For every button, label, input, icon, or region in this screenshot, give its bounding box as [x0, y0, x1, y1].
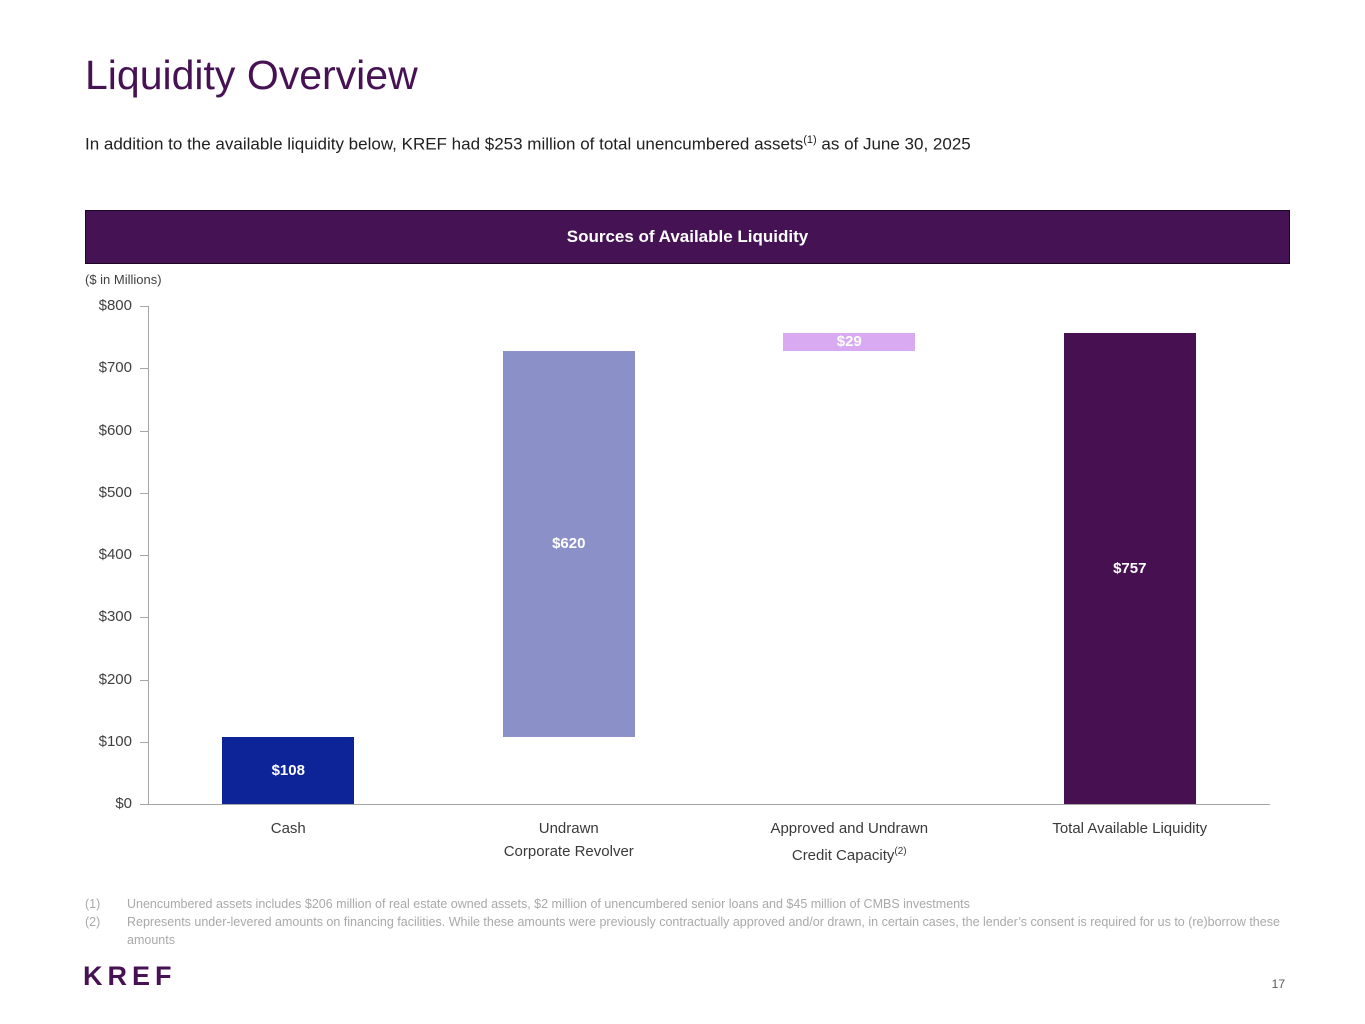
footnote-1: (1) Unencumbered assets includes $206 mi…: [85, 895, 1285, 913]
y-axis-label: $100: [98, 732, 132, 750]
y-axis-line: [148, 306, 149, 804]
kref-logo: KREF: [83, 961, 177, 991]
subtitle-date-text: as of June 30, 2025: [816, 134, 971, 154]
y-axis-label: $600: [98, 421, 132, 439]
chart-title: Sources of Available Liquidity: [566, 227, 809, 246]
y-axis-label: $700: [98, 359, 132, 377]
y-axis-tick: [140, 306, 148, 307]
y-axis-tick: [140, 679, 148, 681]
y-axis-label: $0: [115, 795, 132, 812]
category-label-line: Approved and Undrawn: [770, 820, 929, 837]
page-title: Liquidity Overview: [85, 52, 418, 98]
footnotes: (1) Unencumbered assets includes $206 mi…: [85, 895, 1285, 949]
subtitle-footnote-ref: (1): [803, 134, 817, 146]
y-axis-tick: [140, 492, 148, 494]
category-label-line: Credit Capacity(2): [791, 846, 907, 864]
category-label-line: Cash: [270, 820, 306, 837]
footnote-text: Unencumbered assets includes $206 millio…: [127, 897, 970, 911]
bar-value-label: $29: [836, 333, 862, 351]
bar-value-label: $757: [1113, 559, 1147, 577]
y-axis-label: $200: [98, 670, 132, 688]
y-axis-label: $300: [98, 608, 132, 626]
y-axis-tick: [140, 555, 148, 556]
x-axis-line: [148, 804, 1270, 805]
y-axis-tick: [140, 430, 148, 432]
category-footnote-ref: (2): [894, 846, 907, 857]
units-label: ($ in Millions): [85, 272, 162, 287]
y-axis-tick: [140, 617, 148, 619]
y-axis-label: $500: [98, 483, 132, 501]
chart-bar: $620: [502, 350, 635, 737]
y-axis-label: $800: [98, 297, 132, 314]
y-axis-tick: [140, 368, 148, 370]
page-number: 17: [1271, 977, 1285, 991]
y-axis-label: $400: [98, 546, 132, 563]
category-label: Cash: [148, 817, 429, 840]
footnote-marker: (1): [85, 897, 101, 911]
category-label: Total Available Liquidity: [990, 817, 1271, 840]
footnote-marker: (2): [85, 915, 101, 929]
subtitle-text: In addition to the available liquidity b…: [85, 134, 804, 154]
category-label: Undrawn Corporate Revolver: [429, 817, 710, 863]
y-axis-tick: [140, 741, 148, 743]
bar-value-label: $620: [552, 535, 586, 553]
footnote-text: Represents under-levered amounts on fina…: [127, 915, 1280, 947]
chart-bar: $29: [783, 332, 916, 351]
category-label-line: Corporate Revolver: [503, 843, 634, 860]
footnote-2: (2) Represents under-levered amounts on …: [85, 913, 1285, 949]
chart-bar: $757: [1063, 332, 1196, 804]
category-label: Approved and Undrawn Credit Capacity(2): [709, 817, 990, 867]
slide-subtitle: In addition to the available liquidity b…: [85, 134, 1285, 155]
chart-title-banner: Sources of Available Liquidity: [85, 210, 1290, 264]
chart-bar: $108: [222, 736, 355, 804]
category-label-line: Undrawn: [538, 820, 599, 837]
category-label-line: Total Available Liquidity: [1052, 820, 1208, 837]
y-axis-tick: [140, 804, 148, 805]
bar-value-label: $108: [271, 761, 305, 779]
